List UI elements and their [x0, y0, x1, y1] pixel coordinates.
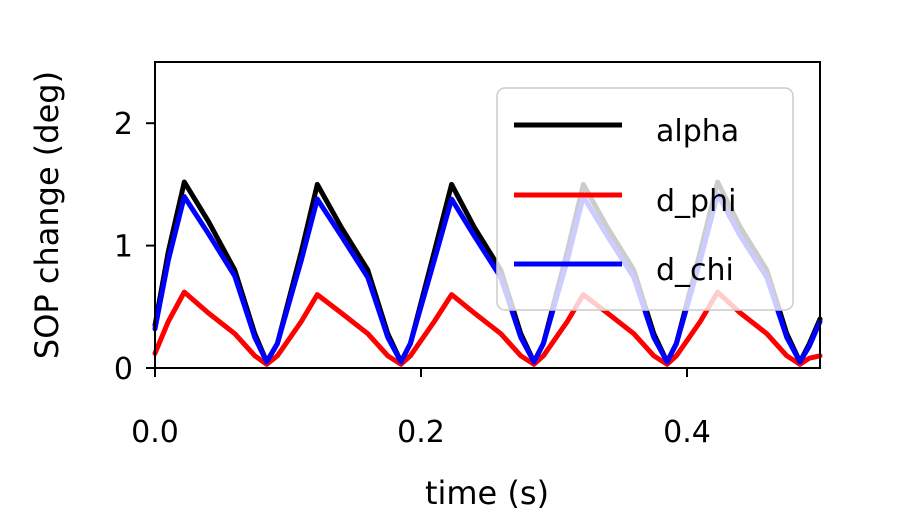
y-axis: 0 1 2	[114, 107, 155, 387]
legend-box	[496, 87, 794, 311]
y-tick-label: 1	[114, 230, 133, 265]
x-tick-label: 0.4	[663, 415, 711, 450]
x-tick-label: 0.2	[397, 415, 445, 450]
legend: alpha d_phi d_chi	[496, 87, 794, 311]
plot-frame	[154, 61, 821, 369]
legend-label-d-chi: d_chi	[656, 253, 734, 288]
legend-label-d-phi: d_phi	[656, 184, 736, 219]
x-axis-label: time (s)	[425, 474, 549, 512]
x-axis: 0.0 0.2 0.4	[131, 368, 711, 450]
y-axis-label: SOP change (deg)	[28, 71, 66, 359]
y-tick-label: 0	[114, 352, 133, 387]
x-tick-label: 0.0	[131, 415, 179, 450]
y-tick-label: 2	[114, 107, 133, 142]
legend-label-alpha: alpha	[656, 114, 739, 149]
